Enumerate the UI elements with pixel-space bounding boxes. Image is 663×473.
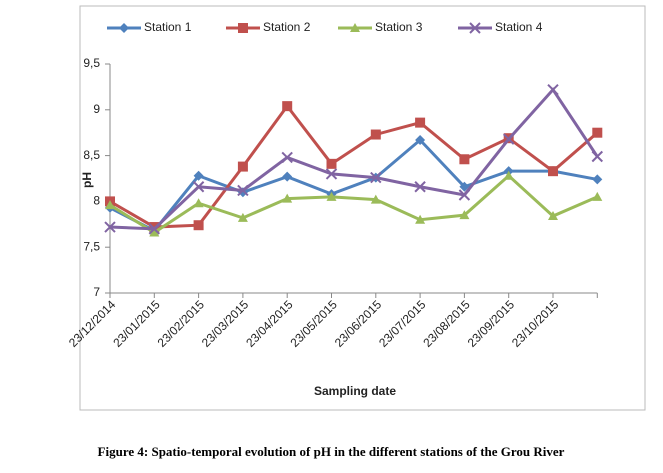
data-point <box>105 200 115 210</box>
data-point <box>148 223 161 235</box>
data-point <box>326 158 337 169</box>
data-point <box>237 184 249 197</box>
legend-marker <box>469 22 481 34</box>
data-point <box>149 227 160 237</box>
series-line <box>109 103 599 229</box>
data-point <box>325 168 338 180</box>
y-tick-label: 7 <box>93 285 100 299</box>
data-point <box>415 214 426 224</box>
caption: Figure 4: Spatio-temporal evolution of p… <box>98 444 565 459</box>
data-point <box>459 154 470 165</box>
data-point <box>282 193 293 203</box>
data-point <box>370 194 381 204</box>
data-point <box>458 189 471 201</box>
data-point <box>193 198 204 208</box>
y-tick-label: 9,5 <box>83 56 100 70</box>
data-point <box>548 166 558 177</box>
data-point <box>237 212 248 222</box>
series-line <box>109 173 598 235</box>
legend-label: Station 2 <box>263 20 311 34</box>
y-tick-label: 8 <box>93 194 100 208</box>
data-point <box>415 117 426 128</box>
data-point <box>193 220 204 231</box>
series-line <box>109 87 599 231</box>
x-axis-label: Sampling date <box>314 384 396 398</box>
data-point <box>548 211 558 221</box>
data-point <box>592 127 603 138</box>
data-point <box>326 191 337 201</box>
data-point <box>459 181 470 192</box>
data-point <box>282 171 293 182</box>
data-point <box>502 133 515 145</box>
data-point <box>547 83 559 96</box>
data-point <box>370 171 382 184</box>
y-axis-label: pH <box>80 172 94 188</box>
y-tick-label: 7,5 <box>83 239 100 253</box>
legend-marker <box>119 23 129 33</box>
legend-marker <box>238 23 248 33</box>
data-point <box>592 191 603 201</box>
data-point <box>282 101 293 112</box>
data-point <box>459 210 470 220</box>
data-point <box>104 221 116 233</box>
legend-label: Station 3 <box>375 20 423 34</box>
legend-label: Station 1 <box>144 20 192 34</box>
series-line <box>109 137 598 233</box>
data-point <box>414 181 426 193</box>
data-point <box>237 161 248 172</box>
data-point <box>370 129 381 140</box>
data-point <box>591 150 604 163</box>
data-point <box>193 170 204 181</box>
data-point <box>281 151 293 164</box>
data-point <box>192 181 205 193</box>
legend-label: Station 4 <box>495 20 543 34</box>
y-tick-label: 9 <box>93 102 100 116</box>
data-point <box>592 174 603 185</box>
data-point <box>415 135 426 146</box>
y-tick-label: 8,5 <box>83 148 100 162</box>
data-point <box>503 170 514 180</box>
legend-marker <box>350 23 360 32</box>
